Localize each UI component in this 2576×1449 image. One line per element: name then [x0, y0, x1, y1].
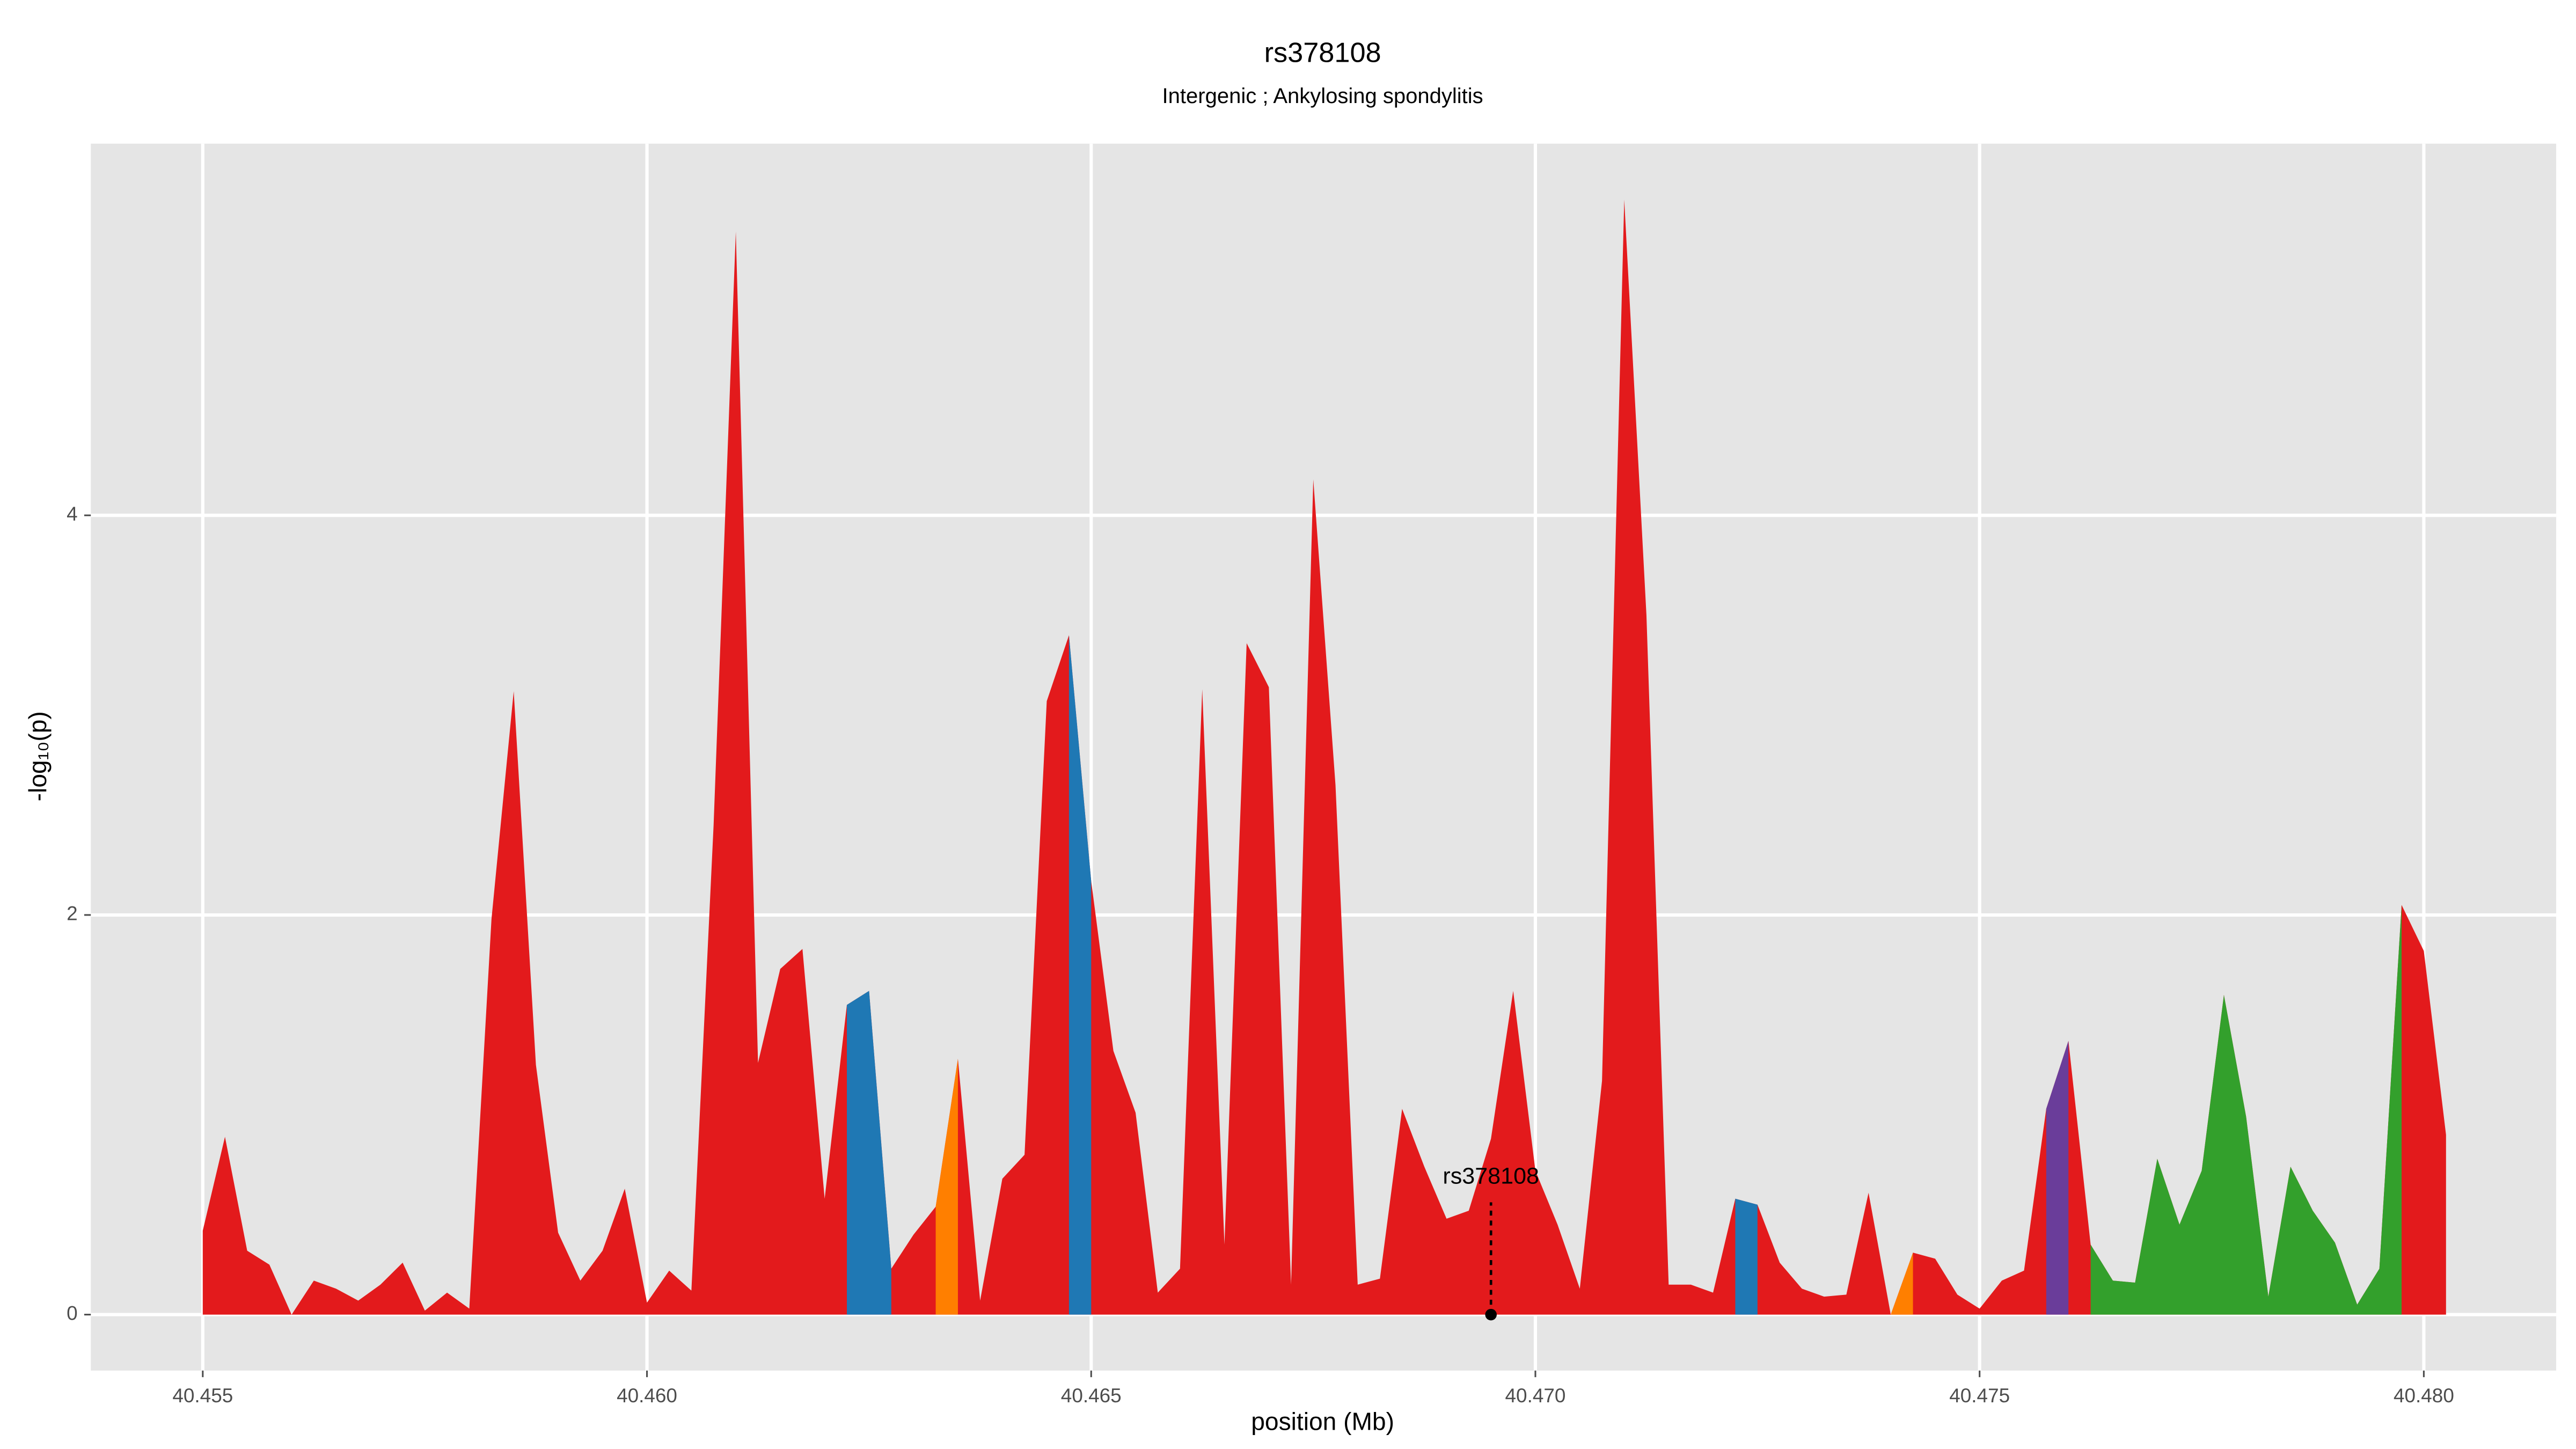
axes: 0 2 4 40.455 40.460 40.465 40.470 40.475 40.480	[67, 503, 2454, 1407]
chart-subtitle: Intergenic ; Ankylosing spondylitis	[1162, 84, 1483, 108]
area	[2090, 905, 2402, 1315]
y-axis-label: -log₁₀(p)	[24, 711, 52, 801]
x-tick-label: 40.475	[1949, 1385, 2010, 1407]
y-tick-label: 2	[67, 903, 78, 925]
x-tick-label: 40.465	[1061, 1385, 1122, 1407]
x-tick-label: 40.460	[617, 1385, 677, 1407]
area	[202, 199, 2446, 1315]
annotation-point	[1485, 1308, 1497, 1321]
chart-title: rs378108	[1264, 37, 1381, 68]
x-tick-label: 40.470	[1505, 1385, 1566, 1407]
x-tick-label: 40.455	[172, 1385, 233, 1407]
y-tick-label: 4	[67, 503, 78, 525]
annotation-label: rs378108	[1443, 1163, 1539, 1189]
annotation: rs378108	[1443, 1163, 1539, 1321]
x-tick-label: 40.480	[2394, 1385, 2454, 1407]
area	[2046, 1041, 2069, 1315]
x-axis-label: position (Mb)	[1251, 1407, 1394, 1435]
area	[847, 635, 1758, 1315]
areas	[202, 199, 2446, 1315]
y-tick-label: 0	[67, 1302, 78, 1324]
